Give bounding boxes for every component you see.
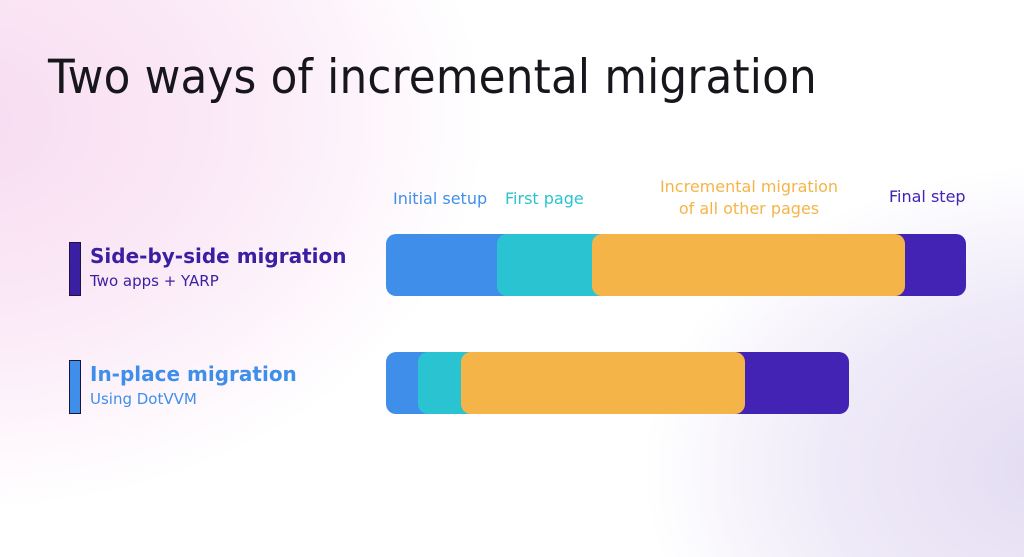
segment-incremental-migration (461, 352, 745, 414)
phase-label-final-step: Final step (889, 187, 966, 206)
row-marker-in-place (69, 360, 81, 414)
row-title-in-place: In-place migration (90, 362, 297, 386)
phase-label-initial-setup: Initial setup (393, 189, 488, 208)
bar-in-place (386, 352, 849, 414)
row-title-side-by-side: Side-by-side migration (90, 244, 347, 268)
row-subtitle-side-by-side: Two apps + YARP (90, 272, 219, 290)
segment-initial-setup (386, 234, 516, 296)
segment-incremental-migration (592, 234, 905, 296)
row-subtitle-in-place: Using DotVVM (90, 390, 197, 408)
phase-label-incremental-line2: of all other pages (678, 199, 820, 218)
page-title: Two ways of incremental migration (48, 50, 817, 105)
bar-side-by-side (386, 234, 966, 296)
phase-label-first-page: First page (505, 189, 584, 208)
phase-label-incremental-migration: Incremental migration of all other pages (650, 176, 848, 220)
phase-label-incremental-line1: Incremental migration (659, 177, 839, 196)
row-marker-side-by-side (69, 242, 81, 296)
